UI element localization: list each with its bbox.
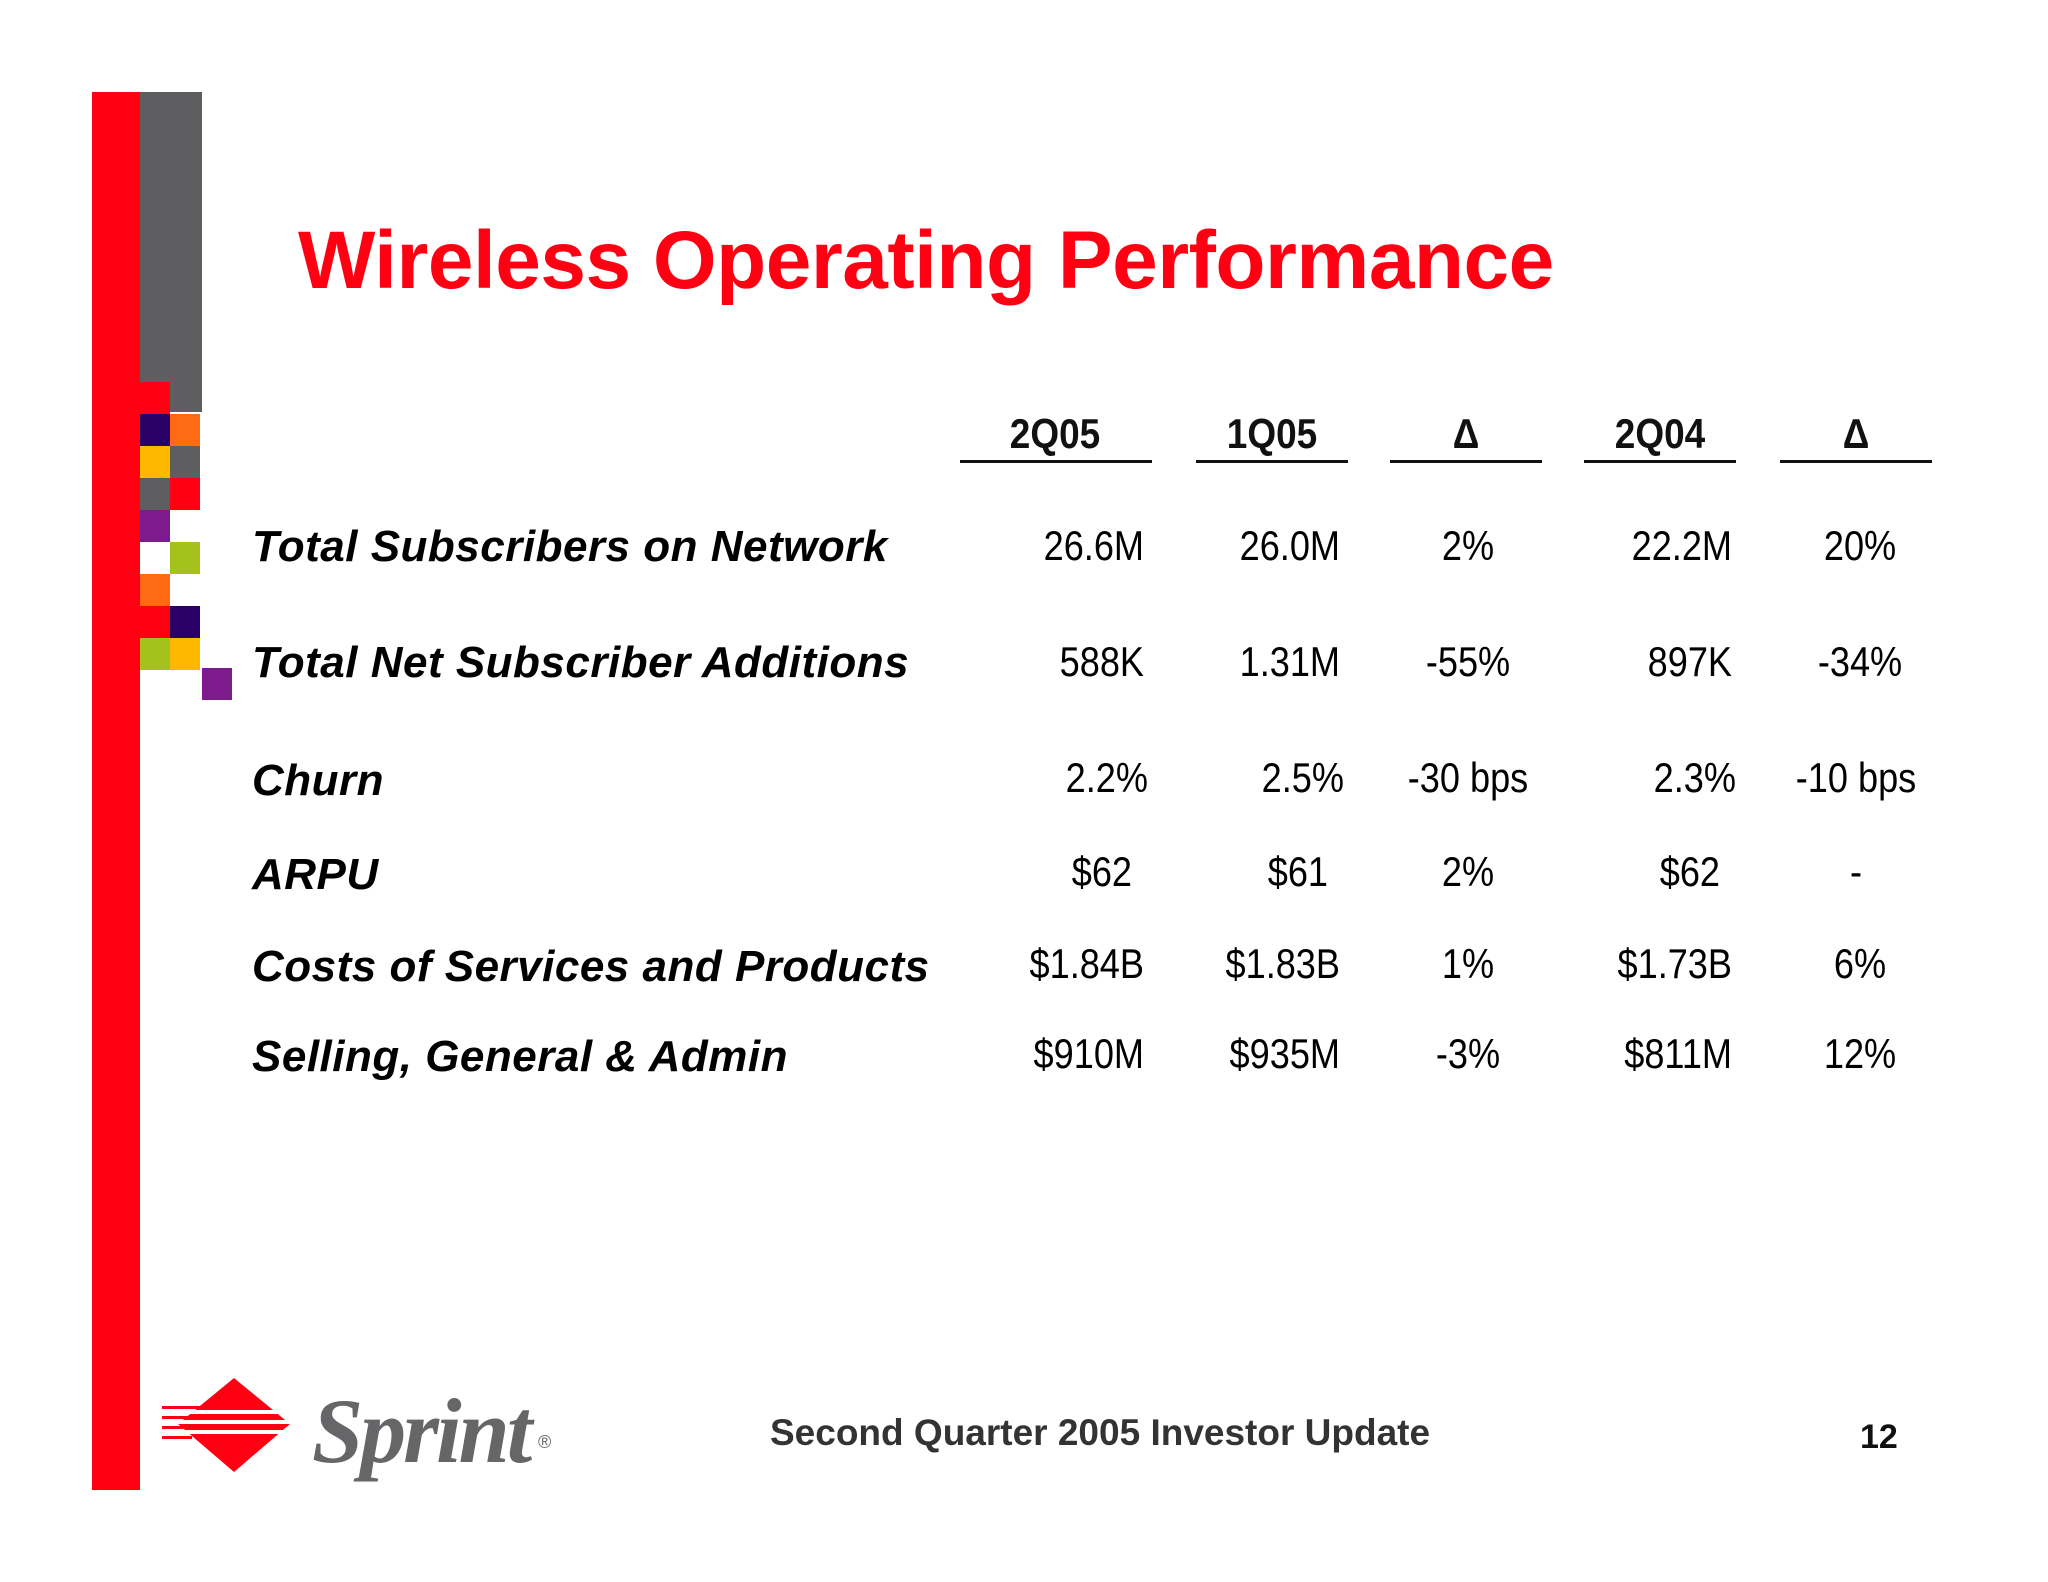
- decor-square: [140, 606, 170, 638]
- page-number: 12: [1860, 1418, 1898, 1456]
- column-header-1q05: 1Q05: [1226, 410, 1318, 457]
- decor-square: [140, 638, 170, 670]
- cell-delta-y: 12%: [1823, 1030, 1897, 1077]
- cell-1q05: $935M: [1229, 1030, 1340, 1077]
- registered-mark: ®: [538, 1432, 552, 1452]
- decor-square: [140, 414, 170, 446]
- column-header-delta-y: Δ: [1842, 410, 1870, 457]
- left-gray-stripe: [140, 92, 202, 412]
- cell-delta-q: 2%: [1441, 848, 1495, 895]
- cell-2q05: $910M: [1033, 1030, 1144, 1077]
- cell-1q05: 26.0M: [1239, 522, 1340, 569]
- column-underline: [1196, 460, 1348, 463]
- cell-2q04: 2.3%: [1653, 754, 1736, 801]
- cell-1q05: 2.5%: [1261, 754, 1344, 801]
- row-label: Churn: [252, 756, 385, 805]
- cell-1q05: $61: [1267, 848, 1328, 895]
- cell-2q05: 588K: [1059, 638, 1144, 685]
- cell-2q05: $62: [1071, 848, 1132, 895]
- cell-delta-q: -55%: [1425, 638, 1511, 685]
- cell-delta-y: 20%: [1823, 522, 1897, 569]
- sprint-diamond-icon: [162, 1378, 312, 1472]
- cell-1q05: 1.31M: [1239, 638, 1340, 685]
- column-header-delta-q: Δ: [1452, 410, 1480, 457]
- column-header-2q05: 2Q05: [1009, 410, 1101, 457]
- sprint-logo-wordmark: Sprint: [312, 1380, 532, 1482]
- cell-1q05: $1.83B: [1225, 940, 1340, 987]
- decor-square: [170, 606, 200, 638]
- cell-delta-y: 6%: [1833, 940, 1887, 987]
- cell-delta-q: -3%: [1435, 1030, 1501, 1077]
- cell-2q04: $811M: [1624, 1030, 1732, 1077]
- decor-square: [140, 478, 170, 510]
- decor-square: [170, 638, 200, 670]
- decor-square: [202, 668, 232, 700]
- cell-delta-y: -: [1849, 848, 1863, 895]
- cell-delta-y: -10 bps: [1795, 754, 1917, 801]
- cell-2q05: 2.2%: [1065, 754, 1148, 801]
- page-title: Wireless Operating Performance: [298, 215, 1554, 306]
- cell-2q04: 897K: [1647, 638, 1732, 685]
- decor-square: [170, 542, 200, 574]
- row-label: Total Subscribers on Network: [252, 522, 888, 571]
- cell-2q04: $62: [1659, 848, 1720, 895]
- row-label: Costs of Services and Products: [252, 942, 930, 991]
- decor-square: [170, 478, 200, 510]
- decor-square: [140, 574, 170, 606]
- footer-caption: Second Quarter 2005 Investor Update: [770, 1412, 1431, 1453]
- cell-delta-y: -34%: [1817, 638, 1903, 685]
- column-header-2q04: 2Q04: [1614, 410, 1706, 457]
- cell-delta-q: -30 bps: [1407, 754, 1529, 801]
- decor-square: [140, 510, 170, 542]
- column-underline: [960, 460, 1152, 463]
- row-label: Selling, General & Admin: [252, 1032, 789, 1081]
- cell-2q05: 26.6M: [1043, 522, 1144, 569]
- column-underline: [1780, 460, 1932, 463]
- column-underline: [1390, 460, 1542, 463]
- decor-square: [140, 382, 170, 414]
- decor-square: [140, 446, 170, 478]
- left-red-stripe: [92, 92, 140, 1490]
- decor-square: [170, 414, 200, 446]
- cell-2q05: $1.84B: [1029, 940, 1144, 987]
- column-underline: [1584, 460, 1736, 463]
- decor-square: [170, 446, 200, 478]
- row-label: ARPU: [252, 850, 379, 899]
- cell-delta-q: 2%: [1441, 522, 1495, 569]
- cell-delta-q: 1%: [1441, 940, 1495, 987]
- row-label: Total Net Subscriber Additions: [252, 638, 910, 687]
- cell-2q04: $1.73B: [1617, 940, 1732, 987]
- cell-2q04: 22.2M: [1631, 522, 1732, 569]
